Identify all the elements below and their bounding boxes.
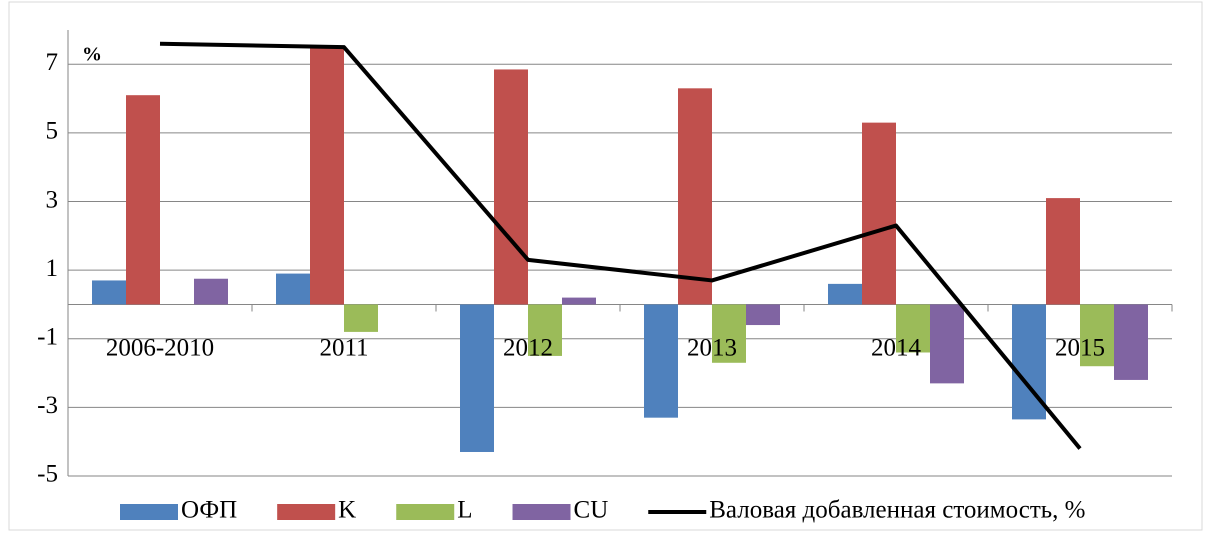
bar <box>194 278 228 305</box>
x-tick-label: 2006-2010 <box>106 335 214 362</box>
bar <box>276 273 310 305</box>
bar <box>862 122 896 305</box>
bar <box>678 88 712 305</box>
y-tick-label: -3 <box>37 392 58 419</box>
x-tick-label: 2011 <box>319 335 368 362</box>
y-tick-label: -5 <box>37 461 58 488</box>
x-tick-label: 2014 <box>871 335 922 362</box>
bar <box>92 280 126 305</box>
bar <box>644 304 678 418</box>
y-tick-label: 7 <box>46 49 59 76</box>
bar <box>746 304 780 326</box>
bar <box>460 304 494 452</box>
y-tick-label: 3 <box>46 186 59 213</box>
bar <box>828 283 862 305</box>
bar <box>930 304 964 384</box>
x-tick-label: 2012 <box>503 335 553 362</box>
x-tick-label: 2015 <box>1055 335 1105 362</box>
bar <box>896 304 930 353</box>
legend-swatch <box>396 504 455 520</box>
bar <box>344 304 378 332</box>
legend-label: ОФП <box>181 497 237 524</box>
bar <box>712 304 746 363</box>
legend-label: CU <box>574 497 609 524</box>
bar <box>1080 304 1114 367</box>
y-tick-label: 5 <box>46 118 59 145</box>
y-tick-label: 1 <box>46 255 59 282</box>
bar <box>1046 198 1080 305</box>
legend-swatch <box>512 504 571 520</box>
x-tick-label: 2013 <box>687 335 737 362</box>
annotation: % <box>82 44 102 66</box>
y-tick-label: -1 <box>37 324 58 351</box>
legend-swatch <box>277 504 336 520</box>
bar <box>310 47 344 305</box>
bar <box>126 95 160 305</box>
bar <box>494 69 528 305</box>
bar <box>562 297 596 305</box>
legend-label: L <box>457 497 472 524</box>
legend-label: K <box>338 497 356 524</box>
chart-border <box>8 1 1203 531</box>
line <box>159 41 1082 450</box>
legend-label: Валовая добавленная стоимость, % <box>709 497 1085 524</box>
bar <box>528 304 562 356</box>
legend-swatch <box>120 504 178 520</box>
bar <box>1114 304 1148 380</box>
